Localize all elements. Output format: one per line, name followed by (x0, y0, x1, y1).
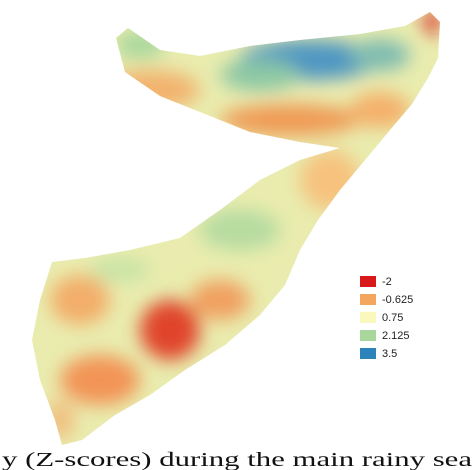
caption: y (Z-scores) during the main rainy sea (2, 449, 472, 470)
legend-label: -2 (382, 276, 392, 288)
legend-label: 3.5 (382, 348, 397, 360)
legend-swatch (360, 294, 376, 305)
legend-label: -0.625 (382, 294, 413, 306)
legend-label: 2.125 (382, 330, 410, 342)
legend-swatch (360, 312, 376, 323)
legend-swatch (360, 348, 376, 359)
legend-swatch (360, 276, 376, 287)
legend-label: 0.75 (382, 312, 403, 324)
legend: -2 -0.625 0.75 2.125 3.5 (360, 276, 413, 360)
legend-swatch (360, 330, 376, 341)
